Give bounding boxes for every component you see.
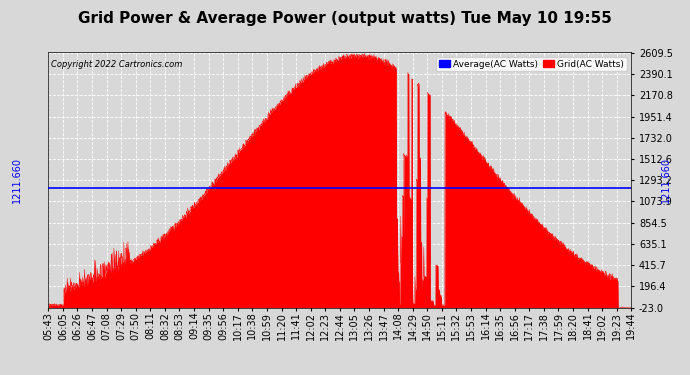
Text: 1211.660: 1211.660	[661, 157, 671, 203]
Legend: Average(AC Watts), Grid(AC Watts): Average(AC Watts), Grid(AC Watts)	[436, 57, 627, 71]
Text: Copyright 2022 Cartronics.com: Copyright 2022 Cartronics.com	[51, 60, 183, 69]
Text: Grid Power & Average Power (output watts) Tue May 10 19:55: Grid Power & Average Power (output watts…	[78, 11, 612, 26]
Text: 1211.660: 1211.660	[12, 157, 22, 203]
